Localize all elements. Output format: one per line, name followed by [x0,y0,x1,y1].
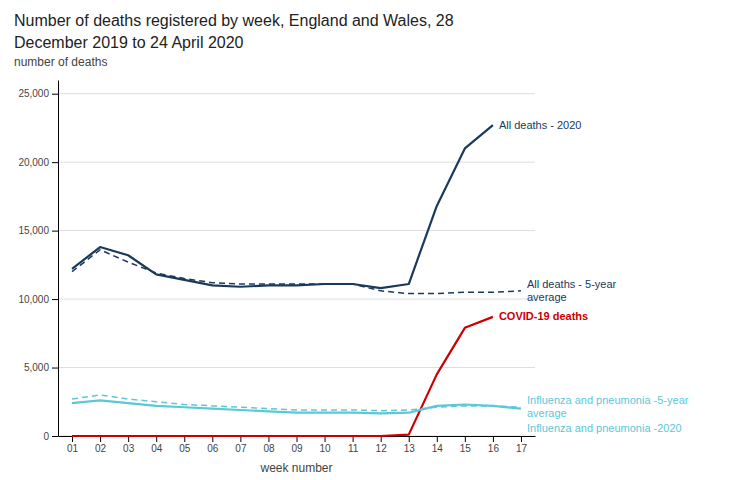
plot: 01 02 03 04 05 06 07 08 09 10 11 12 13 14 15 16 17 0 5,000… [14,55,689,475]
x-tick: 05 [179,436,191,454]
y-tick-mark [52,436,58,437]
y-tick: 15,000 [18,225,58,236]
series-label: All deaths - 5-yearaverage [527,278,617,303]
y-tick-label: 5,000 [24,362,49,373]
x-tick: 12 [376,436,388,454]
series-label-line: average [527,291,567,303]
series-label: Influenza and pneumonia -2020 [527,422,682,434]
title-line: Number of deaths registered by week, Eng… [14,12,454,29]
x-tick-label: 09 [291,443,303,454]
x-tick: 03 [123,436,135,454]
x-tick-label: 05 [179,443,191,454]
y-tick-label: 20,000 [18,157,49,168]
y-tick-mark [52,231,58,232]
x-tick: 10 [319,436,331,454]
x-axis-title: week number [259,461,332,475]
x-tick-label: 12 [376,443,388,454]
x-tick-label: 11 [348,443,359,454]
y-tick-label: 15,000 [18,225,49,236]
series-label: COVID-19 deaths [499,310,588,322]
y-tick-label: 0 [43,431,49,442]
x-axis: 01 02 03 04 05 06 07 08 09 10 11 12 13 14 15 16 17 [59,436,536,454]
chart: Number of deaths registered by week, Eng… [0,0,735,480]
series-line [72,400,521,413]
x-tick-label: 14 [432,443,444,454]
grid-line [58,230,535,231]
x-tick-label: 06 [207,443,219,454]
x-tick: 07 [235,436,247,454]
x-tick-mark [493,436,494,442]
x-tick-label: 01 [67,443,79,454]
x-tick-label: 08 [263,443,275,454]
x-tick: 13 [404,436,416,454]
x-tick: 06 [207,436,219,454]
series-label-line: All deaths - 2020 [499,119,582,131]
x-tick: 17 [516,436,528,454]
y-tick: 20,000 [18,157,58,168]
title: Number of deaths registered by week, Eng… [14,12,454,51]
series-label: All deaths - 2020 [499,119,582,131]
x-tick-label: 03 [123,443,135,454]
y-tick-mark [52,162,58,163]
series-line [72,250,521,294]
x-tick-label: 07 [235,443,247,454]
x-tick: 09 [291,436,303,454]
x-tick-mark [521,436,522,442]
x-tick-label: 15 [460,443,472,454]
x-tick: 14 [432,436,444,454]
x-tick: 04 [151,436,163,454]
y-axis-line [58,81,59,437]
title-line: December 2019 to 24 April 2020 [14,34,244,51]
series-label-line: average [527,407,567,419]
x-tick: 11 [348,436,359,454]
x-tick: 01 [67,436,79,454]
series-label-line: Influenza and pneumonia -5-year [527,394,689,406]
y-tick-label: 25,000 [18,88,49,99]
y-axis-title: number of deaths [14,55,107,69]
series-line [72,395,521,411]
x-tick-mark [409,436,410,442]
y-tick-mark [52,299,58,300]
x-tick-mark [437,436,438,442]
series-label-line: All deaths - 5-year [527,278,617,290]
series-label: Influenza and pneumonia -5-yearaverage [527,394,689,419]
grid [58,94,535,436]
x-tick-label: 02 [95,443,107,454]
x-tick-label: 13 [404,443,416,454]
x-tick-label: 16 [488,443,500,454]
y-tick-mark [52,368,58,369]
y-tick-mark [52,94,58,95]
x-tick-label: 04 [151,443,163,454]
grid-line [58,162,535,163]
lines [72,125,521,436]
grid-line [58,367,535,368]
series-label-line: COVID-19 deaths [499,310,588,322]
x-tick: 16 [488,436,500,454]
grid-line [58,299,535,300]
series-line [72,317,493,436]
x-tick-label: 17 [516,443,528,454]
x-tick: 02 [95,436,107,454]
series-labels: All deaths - 2020All deaths - 5-yearaver… [499,119,689,435]
y-tick-label: 10,000 [18,294,49,305]
x-tick-label: 10 [319,443,331,454]
x-tick: 08 [263,436,275,454]
x-tick-mark [465,436,466,442]
y-axis: 0 5,000 10,000 15,000 20,000 25,000 [18,81,58,442]
grid-line [58,93,535,94]
x-tick: 15 [460,436,472,454]
y-tick: 25,000 [18,88,58,99]
y-tick: 10,000 [18,294,58,305]
y-tick: 5,000 [24,362,58,373]
y-tick: 0 [43,431,58,442]
series-line [72,125,493,288]
series-label-line: Influenza and pneumonia -2020 [527,422,682,434]
